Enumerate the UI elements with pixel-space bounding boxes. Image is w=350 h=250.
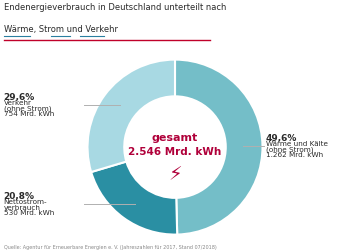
Text: 2.546 Mrd. kWh: 2.546 Mrd. kWh [128,147,222,157]
Text: 29,6%: 29,6% [4,92,35,101]
Text: (ohne Strom): (ohne Strom) [266,146,314,152]
Text: Quelle: Agentur für Erneuerbare Energien e. V. (Jahreszahlen für 2017, Stand 07/: Quelle: Agentur für Erneuerbare Energien… [4,244,216,249]
Text: 754 Mrd. kWh: 754 Mrd. kWh [4,110,54,116]
Text: Verkehr: Verkehr [4,100,32,105]
Wedge shape [91,162,177,235]
Text: Wärme, Strom und Verkehr: Wärme, Strom und Verkehr [4,25,118,34]
Text: (ohne Strom): (ohne Strom) [4,105,51,111]
Text: 49,6%: 49,6% [266,134,298,142]
Text: Endenergieverbrauch in Deutschland unterteilt nach: Endenergieverbrauch in Deutschland unter… [4,2,226,12]
Text: gesamt: gesamt [152,132,198,142]
Text: verbrauch: verbrauch [4,204,40,210]
Text: 1.262 Mrd. kWh: 1.262 Mrd. kWh [266,152,323,158]
Text: 530 Mrd. kWh: 530 Mrd. kWh [4,209,54,215]
Text: ⚡: ⚡ [168,164,182,183]
Text: Nettostrom-: Nettostrom- [4,198,47,204]
Wedge shape [88,60,175,172]
Wedge shape [175,60,262,234]
Text: Wärme und Kälte: Wärme und Kälte [266,141,328,146]
Text: 20,8%: 20,8% [4,191,35,200]
